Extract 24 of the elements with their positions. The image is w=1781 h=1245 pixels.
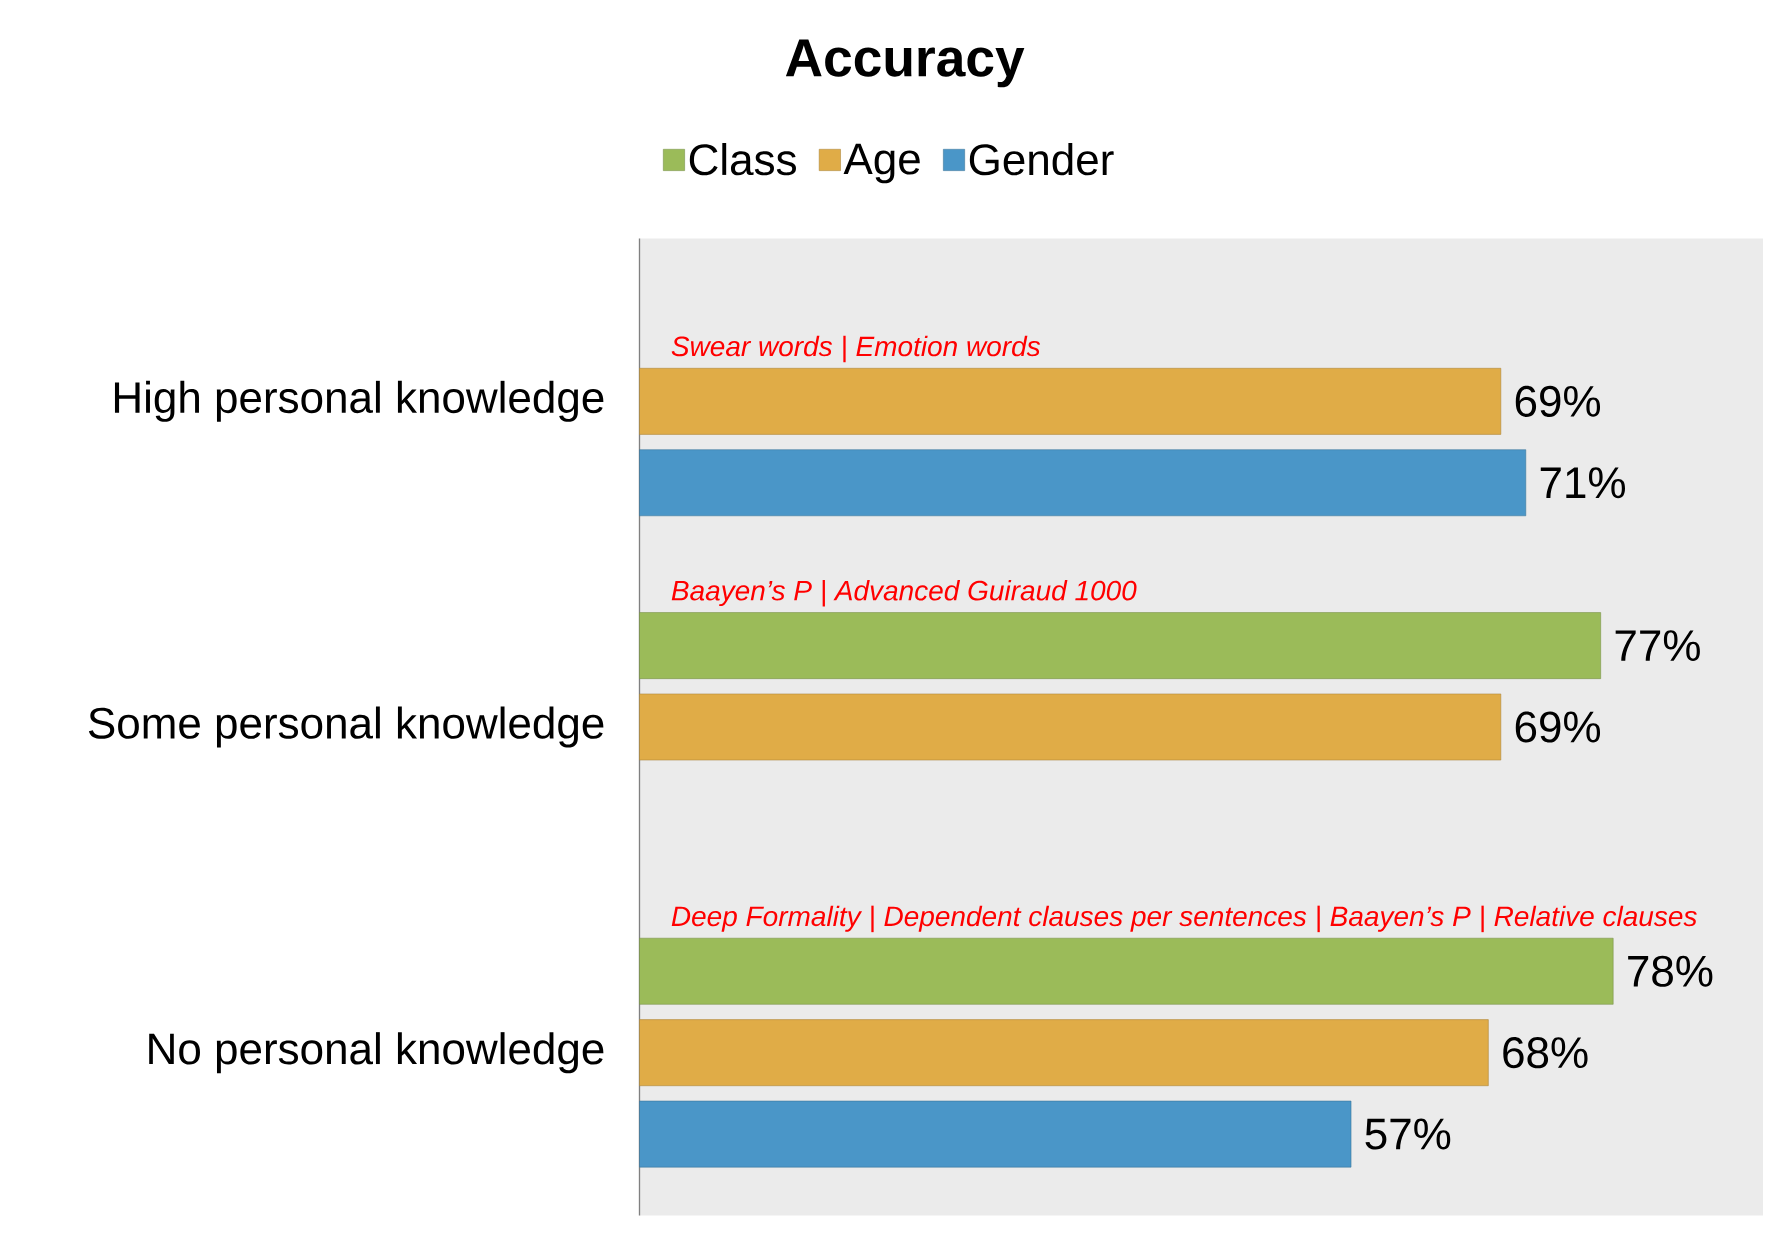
- annotation: Baayen’s P | Advanced Guiraud 1000: [671, 580, 1137, 607]
- bar: [639, 1019, 1489, 1086]
- bar: [639, 1100, 1352, 1168]
- annotation: Deep Formality | Dependent clauses per sentences | Baayen’s P | Relative clauses: [671, 905, 1697, 933]
- bar: [639, 449, 1527, 517]
- bar: [639, 937, 1614, 1005]
- data-label: 77%: [1615, 630, 1700, 661]
- bar: [639, 368, 1502, 435]
- data-label: 68%: [1503, 1037, 1588, 1069]
- legend-label: Gender: [969, 143, 1114, 176]
- bar: [639, 693, 1502, 761]
- y-tick-label: High personal knowledge: [114, 380, 604, 422]
- data-label: 71%: [1540, 467, 1625, 499]
- data-label: 78%: [1628, 955, 1713, 987]
- data-label: 57%: [1365, 1118, 1451, 1150]
- data-label: 69%: [1515, 385, 1601, 417]
- y-tick-label: No personal knowledge: [149, 1032, 604, 1074]
- bar: [639, 612, 1601, 679]
- legend-label: Class: [689, 143, 796, 176]
- chart-title: Accuracy: [785, 39, 1025, 88]
- data-label: 69%: [1515, 711, 1601, 743]
- annotation: Swear words | Emotion words: [671, 335, 1041, 363]
- y-tick-label: Some personal knowledge: [88, 706, 604, 748]
- legend-label: Age: [843, 143, 920, 184]
